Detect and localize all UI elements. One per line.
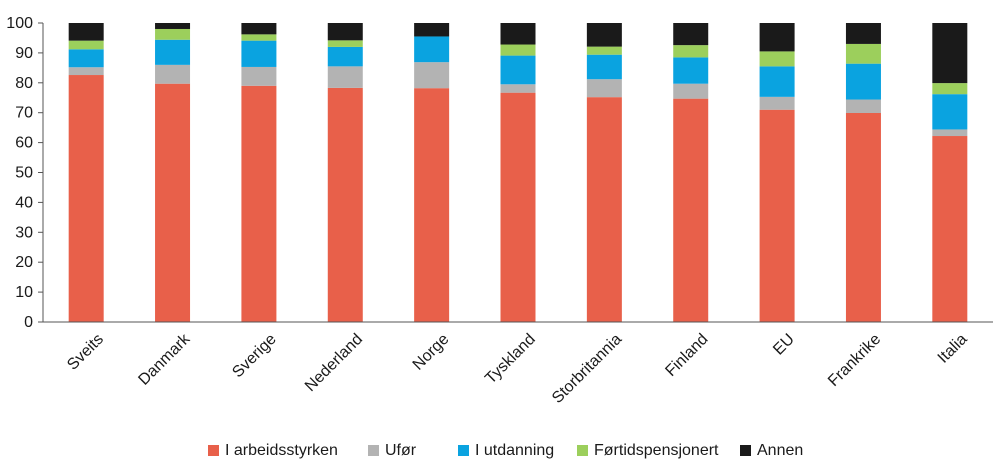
bar-segment-nederland-2 [327, 46, 363, 67]
bar-segment-sveits-4 [68, 23, 104, 41]
bar-segment-finland-2 [673, 57, 709, 84]
legend-label: Førtidspensjonert [594, 442, 719, 459]
bar-segment-danmark-3 [155, 28, 191, 40]
bar-segment-sverige-1 [241, 66, 277, 86]
bar-segment-eu-3 [759, 51, 795, 67]
bar-segment-italia-4 [932, 23, 968, 84]
bar-segment-danmark-4 [155, 23, 191, 29]
bar-segment-storbritannia-2 [586, 54, 622, 80]
x-tick-label: Tyskland [482, 331, 539, 388]
x-tick-label: Frankrike [825, 331, 884, 390]
y-tick-label: 70 [15, 105, 33, 122]
y-tick-label: 20 [15, 254, 33, 271]
x-tick-label: EU [770, 331, 798, 359]
bar-segment-finland-1 [673, 83, 709, 99]
bar-segment-frankrike-0 [845, 112, 881, 323]
y-tick-label: 100 [6, 15, 33, 32]
x-tick-label: Finland [662, 331, 711, 380]
y-tick-label: 60 [15, 135, 33, 152]
bar-segment-tyskland-2 [500, 55, 536, 85]
y-tick-label: 30 [15, 224, 33, 241]
bar-segment-frankrike-1 [845, 99, 881, 113]
y-tick-label: 90 [15, 45, 33, 62]
bar-segment-storbritannia-0 [586, 97, 622, 322]
bar-segment-eu-0 [759, 109, 795, 323]
bar-segment-norge-4 [414, 23, 450, 37]
bar-segment-sverige-0 [241, 85, 277, 322]
x-tick-label: Sveits [64, 331, 107, 374]
bars [68, 23, 968, 323]
bar-segment-frankrike-2 [845, 63, 881, 100]
bar-segment-tyskland-4 [500, 23, 536, 45]
bar-segment-norge-1 [414, 62, 450, 89]
bar-segment-norge-2 [414, 36, 450, 63]
legend-label: Ufør [385, 442, 417, 459]
legend-label: I utdanning [475, 442, 554, 459]
y-axis: 0 10 20 30 40 50 60 70 80 90 100 [6, 15, 44, 331]
bar-segment-norge-0 [414, 88, 450, 322]
bar-segment-sveits-3 [68, 40, 104, 50]
bar-segment-italia-3 [932, 83, 968, 95]
bar-segment-sverige-3 [241, 34, 277, 41]
x-tick-label: Norge [410, 331, 453, 374]
bar-segment-finland-0 [673, 98, 709, 322]
bar-segment-danmark-0 [155, 83, 191, 323]
bar-segment-nederland-3 [327, 40, 363, 47]
legend-label: Annen [757, 442, 803, 459]
bar-segment-danmark-1 [155, 64, 191, 84]
legend-swatch [577, 445, 588, 456]
legend: I arbeidsstyrken Ufør I utdanning Førtidspe… [208, 442, 803, 459]
x-tick-label: Danmark [135, 330, 194, 389]
bar-segment-frankrike-4 [845, 23, 881, 44]
bar-segment-eu-1 [759, 96, 795, 110]
bar-segment-nederland-4 [327, 23, 363, 41]
bar-segment-eu-2 [759, 66, 795, 97]
bar-segment-finland-4 [673, 23, 709, 46]
x-tick-label: Sverige [229, 331, 279, 381]
bar-segment-frankrike-3 [845, 43, 881, 64]
x-axis: Sveits Danmark Sverige Nederland Norge Tyskla… [43, 321, 993, 407]
bar-segment-tyskland-3 [500, 44, 536, 56]
bar-segment-sveits-0 [68, 75, 104, 322]
legend-swatch [740, 445, 751, 456]
bar-segment-tyskland-0 [500, 92, 536, 323]
y-tick-label: 50 [15, 165, 33, 182]
bar-segment-sveits-2 [68, 49, 104, 68]
bar-segment-sverige-4 [241, 23, 277, 35]
bar-segment-nederland-0 [327, 87, 363, 323]
bar-segment-storbritannia-3 [586, 46, 622, 55]
y-tick-label: 80 [15, 75, 33, 92]
legend-swatch [368, 445, 379, 456]
bar-segment-italia-1 [932, 129, 968, 137]
bar-segment-finland-3 [673, 45, 709, 58]
bar-segment-eu-4 [759, 23, 795, 52]
legend-label: I arbeidsstyrken [225, 442, 338, 459]
y-tick-label: 10 [15, 284, 33, 301]
x-tick-label: Storbritannia [549, 331, 625, 407]
bar-segment-sveits-1 [68, 67, 104, 76]
bar-segment-sverige-2 [241, 40, 277, 67]
y-tick-label: 40 [15, 194, 33, 211]
bar-segment-italia-0 [932, 136, 968, 322]
bar-segment-danmark-2 [155, 39, 191, 65]
legend-swatch [208, 445, 219, 456]
legend-swatch [458, 445, 469, 456]
bar-segment-tyskland-1 [500, 84, 536, 93]
x-tick-label: Italia [935, 331, 971, 367]
bar-segment-storbritannia-1 [586, 79, 622, 98]
bar-segment-italia-2 [932, 94, 968, 130]
bar-segment-storbritannia-4 [586, 23, 622, 47]
y-tick-label: 0 [24, 314, 33, 331]
bar-segment-nederland-1 [327, 66, 363, 88]
x-tick-label: Nederland [302, 331, 366, 395]
